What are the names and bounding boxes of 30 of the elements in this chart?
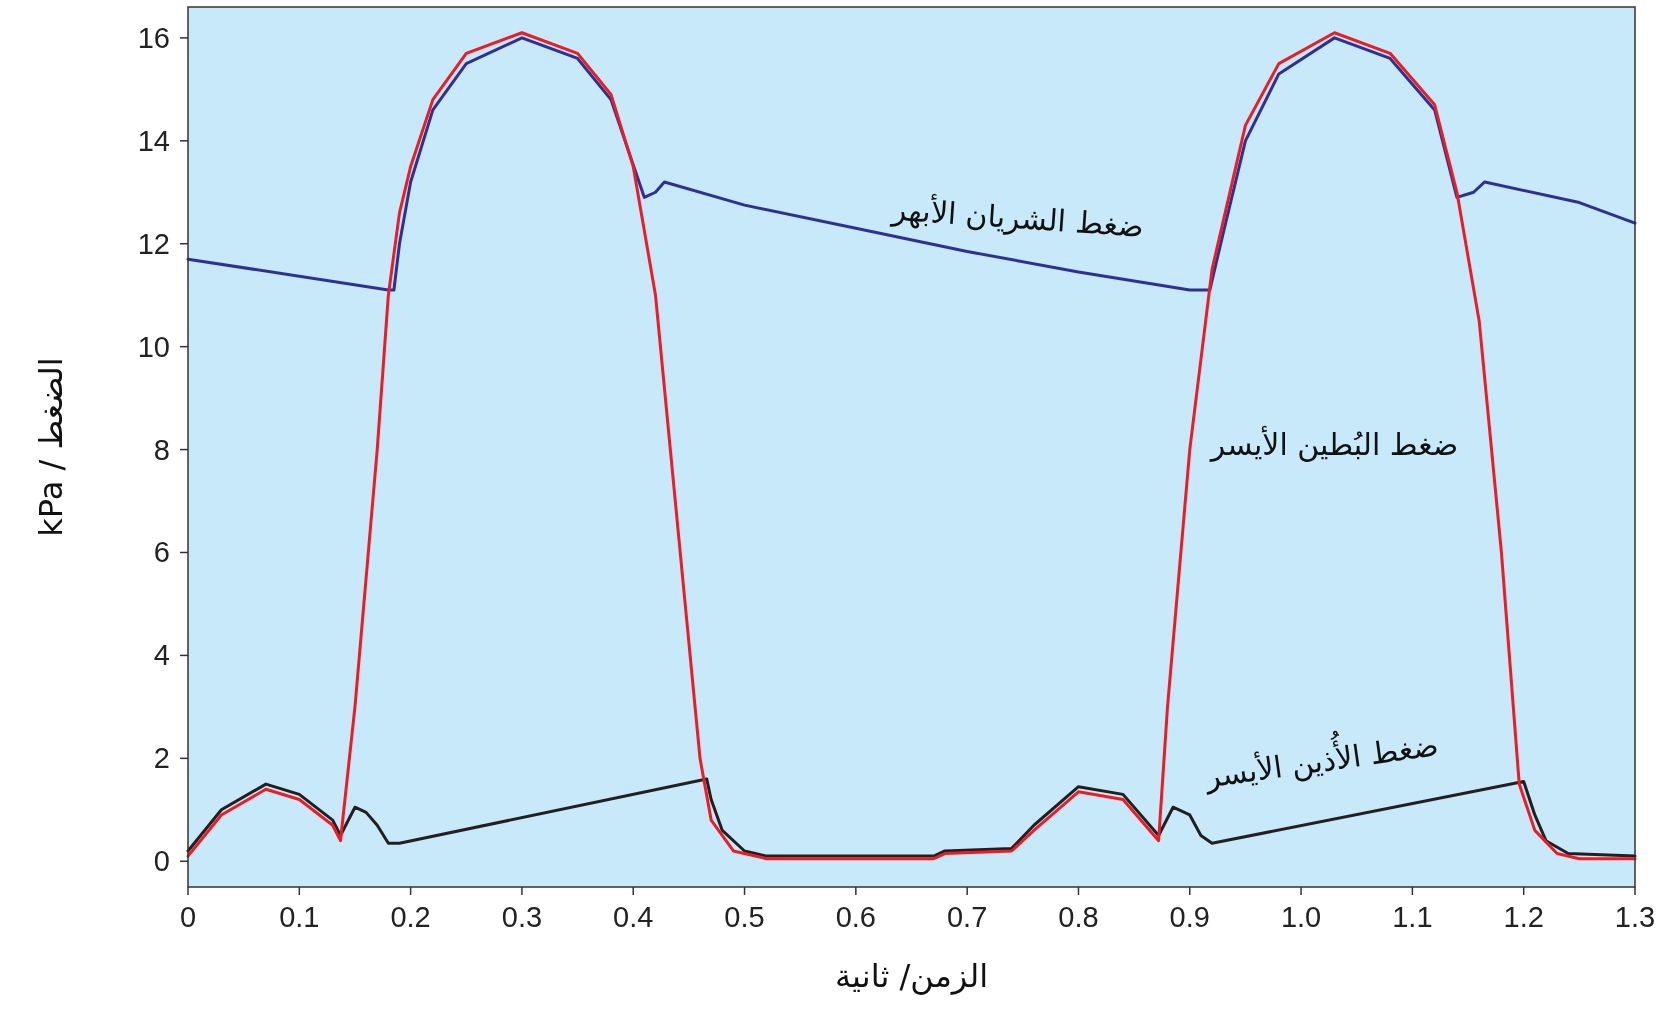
y-tick-label: 16 xyxy=(137,21,170,54)
y-tick-label: 6 xyxy=(153,536,170,569)
x-tick-label: 1.1 xyxy=(1392,901,1433,933)
x-tick-label: 1.0 xyxy=(1280,901,1322,933)
x-tick-label: 1.3 xyxy=(1614,901,1656,933)
series-label: ضغط البُطين الأيسر xyxy=(1208,424,1459,462)
y-tick-label: 12 xyxy=(137,227,170,260)
x-tick-label: 0.1 xyxy=(279,901,320,933)
y-tick-label: 10 xyxy=(137,330,170,363)
line-series xyxy=(186,36,1637,292)
x-tick-label: 0.5 xyxy=(724,901,765,933)
x-axis-title: الزمن/ ثانية xyxy=(834,957,989,995)
x-tick-label: 0.8 xyxy=(1058,901,1099,933)
y-tick-label: 0 xyxy=(153,845,170,878)
y-tick-label: 8 xyxy=(153,433,170,466)
x-tick-label: 0.7 xyxy=(946,901,988,933)
y-tick-label: 2 xyxy=(153,742,170,775)
x-tick-label: 0.2 xyxy=(390,901,431,933)
x-tick-label: 0.3 xyxy=(501,901,543,933)
x-tick-label: 0.9 xyxy=(1169,901,1210,933)
y-axis-title: الضغط / kPa xyxy=(32,357,70,537)
y-tick-label: 14 xyxy=(137,124,170,157)
x-tick-label: 1.2 xyxy=(1503,901,1544,933)
y-tick-label: 4 xyxy=(153,639,170,672)
line-series xyxy=(186,31,1637,861)
x-tick-label: 0.6 xyxy=(835,901,877,933)
x-tick-label: 0.4 xyxy=(613,901,654,933)
series-label: ضغط الشريان الأبهر xyxy=(889,189,1146,246)
x-tick-label: 0 xyxy=(179,901,197,933)
text: ضغط الأُذين الأيسر xyxy=(1199,716,1441,795)
